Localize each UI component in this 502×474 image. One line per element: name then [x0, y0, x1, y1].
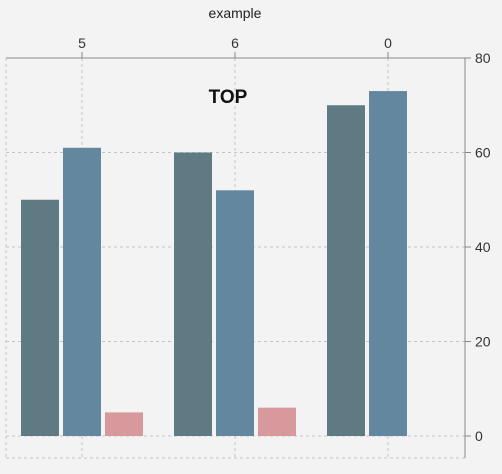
x-tick-label: 6	[231, 35, 239, 51]
bar	[63, 147, 101, 436]
bar	[369, 91, 407, 436]
bar	[105, 412, 143, 436]
x-tick-label: 0	[384, 35, 392, 51]
y-tick-label: 60	[475, 145, 491, 161]
x-tick-label: 5	[78, 35, 86, 51]
bar	[216, 190, 254, 436]
y-tick-label: 20	[475, 334, 491, 350]
bar	[327, 105, 365, 436]
bar	[258, 407, 296, 436]
bar	[21, 199, 59, 436]
y-tick-label: 0	[475, 428, 483, 444]
chart-caption: example	[208, 5, 262, 21]
y-tick-label: 80	[475, 50, 491, 66]
chart-title: TOP	[209, 87, 248, 108]
bar	[174, 152, 212, 436]
y-tick-label: 40	[475, 239, 491, 255]
